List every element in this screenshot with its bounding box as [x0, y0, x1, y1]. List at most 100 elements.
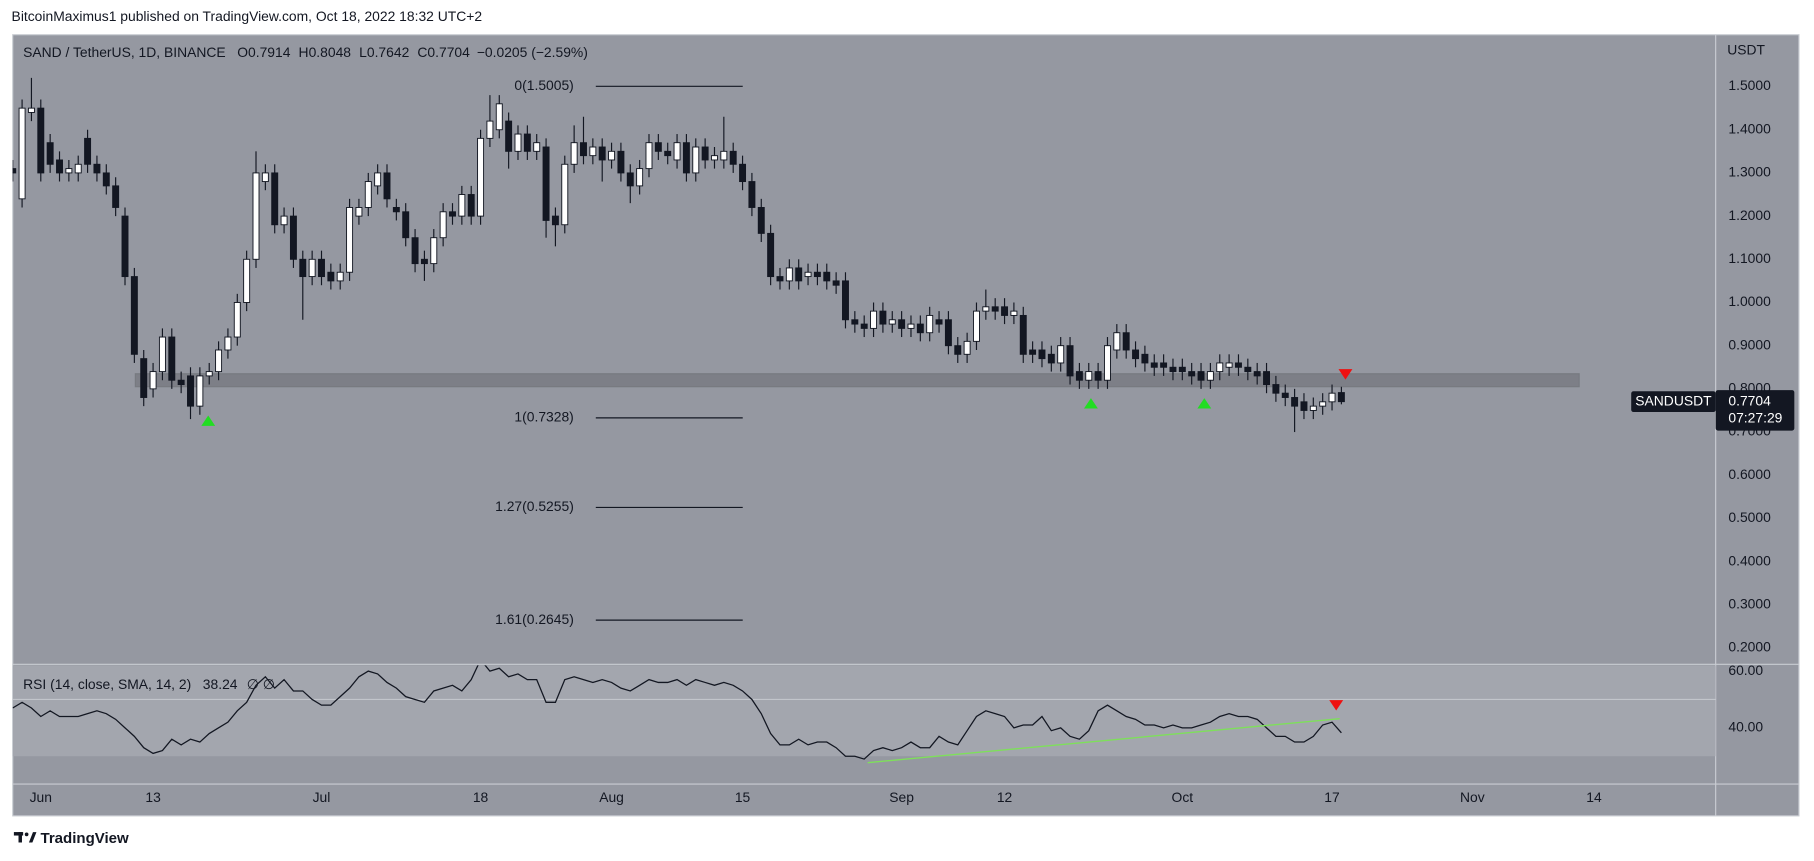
candle-body: [12, 168, 17, 174]
candle-body: [74, 163, 82, 174]
y-tick-label: 1.4000: [1728, 120, 1771, 136]
candle-body: [664, 150, 672, 157]
candle-body: [318, 258, 325, 278]
y-tick-label: 1.2000: [1728, 207, 1771, 223]
legend-value: 0.7704: [427, 44, 470, 60]
rsi-status: ∅ ∅: [247, 676, 275, 692]
candle-body: [130, 276, 138, 355]
x-tick-label: Jun: [30, 789, 52, 805]
candle-body: [926, 314, 934, 334]
candle-body: [907, 323, 915, 329]
candle-body: [1225, 362, 1233, 368]
candle-body: [654, 142, 662, 152]
candle-body: [1001, 306, 1009, 316]
candle-body: [551, 215, 559, 226]
rsi-legend: RSI (14, close, SMA, 14, 2) 38.24 ∅ ∅: [23, 676, 275, 692]
candle-body: [916, 323, 924, 334]
candle-body: [860, 323, 868, 329]
candle-body: [149, 371, 157, 390]
candle-body: [888, 319, 896, 325]
y-tick-label: 0.4000: [1728, 552, 1771, 568]
candle-body: [739, 163, 747, 183]
candle-body: [261, 172, 269, 183]
legend-key: C: [417, 44, 427, 60]
candle-body: [18, 107, 26, 200]
candle-body: [46, 142, 54, 165]
candle-body: [1010, 310, 1018, 316]
fib-label: 1(0.7328): [514, 409, 573, 425]
rsi-trendline: [867, 717, 1340, 764]
candle-body: [84, 137, 92, 165]
candle-body: [392, 207, 400, 213]
candle-body: [37, 107, 45, 174]
candle-body: [1272, 384, 1280, 394]
candle-body: [598, 146, 606, 161]
rsi-tick-label: 40.00: [1728, 719, 1763, 735]
x-tick-label: 15: [735, 789, 751, 805]
brand-logo: [13, 832, 37, 843]
candle-body: [1122, 332, 1130, 351]
candle-body: [533, 142, 541, 152]
candle-body: [224, 336, 232, 351]
candle-body: [140, 358, 148, 398]
candle-body: [673, 142, 681, 161]
candle-body: [327, 271, 335, 282]
candle-body: [823, 271, 831, 282]
candle-body: [973, 310, 980, 342]
candle-body: [608, 150, 616, 161]
legend-change: −0.0205 (−2.59%): [477, 44, 588, 60]
candle-body: [617, 150, 625, 174]
candle-body: [486, 120, 494, 139]
candle-body: [636, 168, 644, 187]
candle-body: [982, 306, 990, 312]
support-arrow: [201, 415, 216, 426]
candle-body: [1244, 366, 1252, 373]
symbol-title: SAND / TetherUS, 1D, BINANCE: [23, 44, 226, 60]
candle-body: [1206, 371, 1214, 381]
candle-body: [954, 345, 962, 355]
candle-body: [1253, 371, 1261, 377]
candle-body: [196, 375, 204, 407]
y-tick-label: 1.1000: [1728, 250, 1771, 266]
candle-body: [1150, 362, 1158, 368]
candle-body: [177, 379, 185, 386]
candle-body: [785, 267, 793, 282]
candle-body: [271, 172, 279, 226]
rsi-band: [12, 665, 1716, 757]
candle-body: [93, 163, 101, 174]
candle-body: [720, 150, 728, 161]
price-pane: 0(1.5005) 1(0.7328) 1.27(0.5255) 1.61(0.264…: [12, 77, 1580, 627]
candle-body: [1075, 371, 1083, 381]
candle-body: [158, 336, 166, 373]
candle-body: [645, 142, 653, 170]
fib-label: 1.27(0.5255): [495, 498, 574, 514]
rsi-pane: [12, 665, 1716, 757]
candle-body: [804, 271, 812, 278]
support-arrow: [1084, 398, 1098, 409]
candle-body: [1291, 397, 1299, 407]
candle-body: [121, 215, 129, 278]
candle-body: [851, 319, 859, 325]
candle-body: [112, 185, 120, 208]
support-arrow: [1197, 398, 1212, 409]
rsi-title: RSI (14, close, SMA, 14, 2): [23, 676, 191, 692]
symbol-badge-label: SANDUSDT: [1635, 392, 1712, 408]
candle-body: [1038, 349, 1046, 360]
rsi-value: 38.24: [203, 676, 238, 692]
price-countdown: 07:27:29: [1728, 410, 1782, 426]
x-tick-label: 18: [473, 789, 489, 805]
candle-body: [65, 168, 73, 174]
candle-body: [1178, 366, 1186, 373]
candle-body: [467, 194, 475, 217]
candle-body: [308, 258, 316, 278]
y-tick-label: 1.3000: [1728, 164, 1771, 180]
candle-body: [1169, 366, 1177, 373]
y-tick-label: 1.5000: [1728, 77, 1771, 93]
candle-body: [1216, 362, 1224, 373]
candle-body: [402, 211, 410, 239]
candle-body: [776, 276, 784, 282]
candle-body: [711, 155, 718, 161]
brand-name: TradingView: [40, 830, 129, 847]
candle-body: [411, 237, 419, 265]
x-tick-label: 12: [997, 789, 1013, 805]
